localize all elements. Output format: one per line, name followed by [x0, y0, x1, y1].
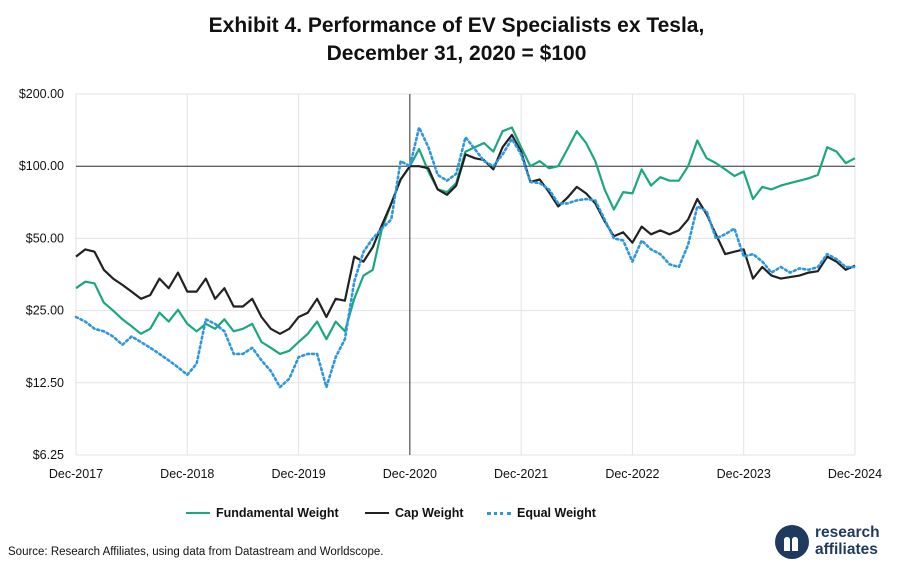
- legend-label-fundamental: Fundamental Weight: [216, 506, 339, 520]
- reference-lines: [76, 94, 855, 455]
- x-tick-label: Dec-2018: [160, 467, 214, 481]
- legend-swatch-cap: [365, 512, 389, 514]
- y-tick-label: $25.00: [26, 304, 64, 318]
- series-line-equal-weight: [74, 126, 857, 389]
- series-lines: [74, 126, 857, 389]
- line-chart: $200.00 $100.00 $50.00 $25.00 $12.50 $6.25 De…: [19, 87, 882, 481]
- legend-item-cap: Cap Weight: [365, 506, 464, 520]
- x-tick-label: Dec-2019: [271, 467, 325, 481]
- legend-item-fundamental: Fundamental Weight: [186, 506, 339, 520]
- logo-text-line-1: research: [815, 524, 880, 541]
- y-tick-label: $12.50: [26, 376, 64, 390]
- legend-item-equal: Equal Weight: [487, 506, 596, 520]
- legend: Fundamental Weight Cap Weight Equal Weig…: [0, 506, 913, 526]
- chart-subtitle: December 31, 2020 = $100: [326, 42, 587, 65]
- logo-text-line-2: affiliates: [815, 541, 878, 558]
- x-tick-label: Dec-2022: [605, 467, 659, 481]
- research-affiliates-logo: research affiliates: [775, 522, 905, 562]
- chart-title: Exhibit 4. Performance of EV Specialists…: [208, 14, 705, 37]
- y-tick-label: $200.00: [19, 87, 64, 101]
- source-note: Source: Research Affiliates, using data …: [8, 546, 384, 558]
- legend-label-equal: Equal Weight: [517, 506, 596, 520]
- grid-lines: [75, 93, 856, 456]
- series-line-cap-weight: [75, 133, 856, 335]
- x-tick-label: Dec-2020: [383, 467, 437, 481]
- x-tick-label: Dec-2024: [828, 467, 882, 481]
- x-tick-label: Dec-2023: [717, 467, 771, 481]
- y-tick-label: $100.00: [19, 159, 64, 173]
- x-tick-label: Dec-2017: [49, 467, 103, 481]
- y-tick-label: $50.00: [26, 231, 64, 245]
- y-axis-ticks: $200.00 $100.00 $50.00 $25.00 $12.50 $6.25: [19, 87, 64, 462]
- logo-mark-icon: [775, 525, 809, 559]
- legend-swatch-fundamental: [186, 512, 210, 514]
- y-tick-label: $6.25: [33, 448, 64, 462]
- x-tick-label: Dec-2021: [494, 467, 548, 481]
- legend-label-cap: Cap Weight: [395, 506, 464, 520]
- logo-text: research affiliates: [815, 524, 880, 558]
- legend-swatch-equal: [487, 511, 511, 515]
- x-axis-ticks: Dec-2017 Dec-2018 Dec-2019 Dec-2020 Dec-2021…: [49, 467, 882, 481]
